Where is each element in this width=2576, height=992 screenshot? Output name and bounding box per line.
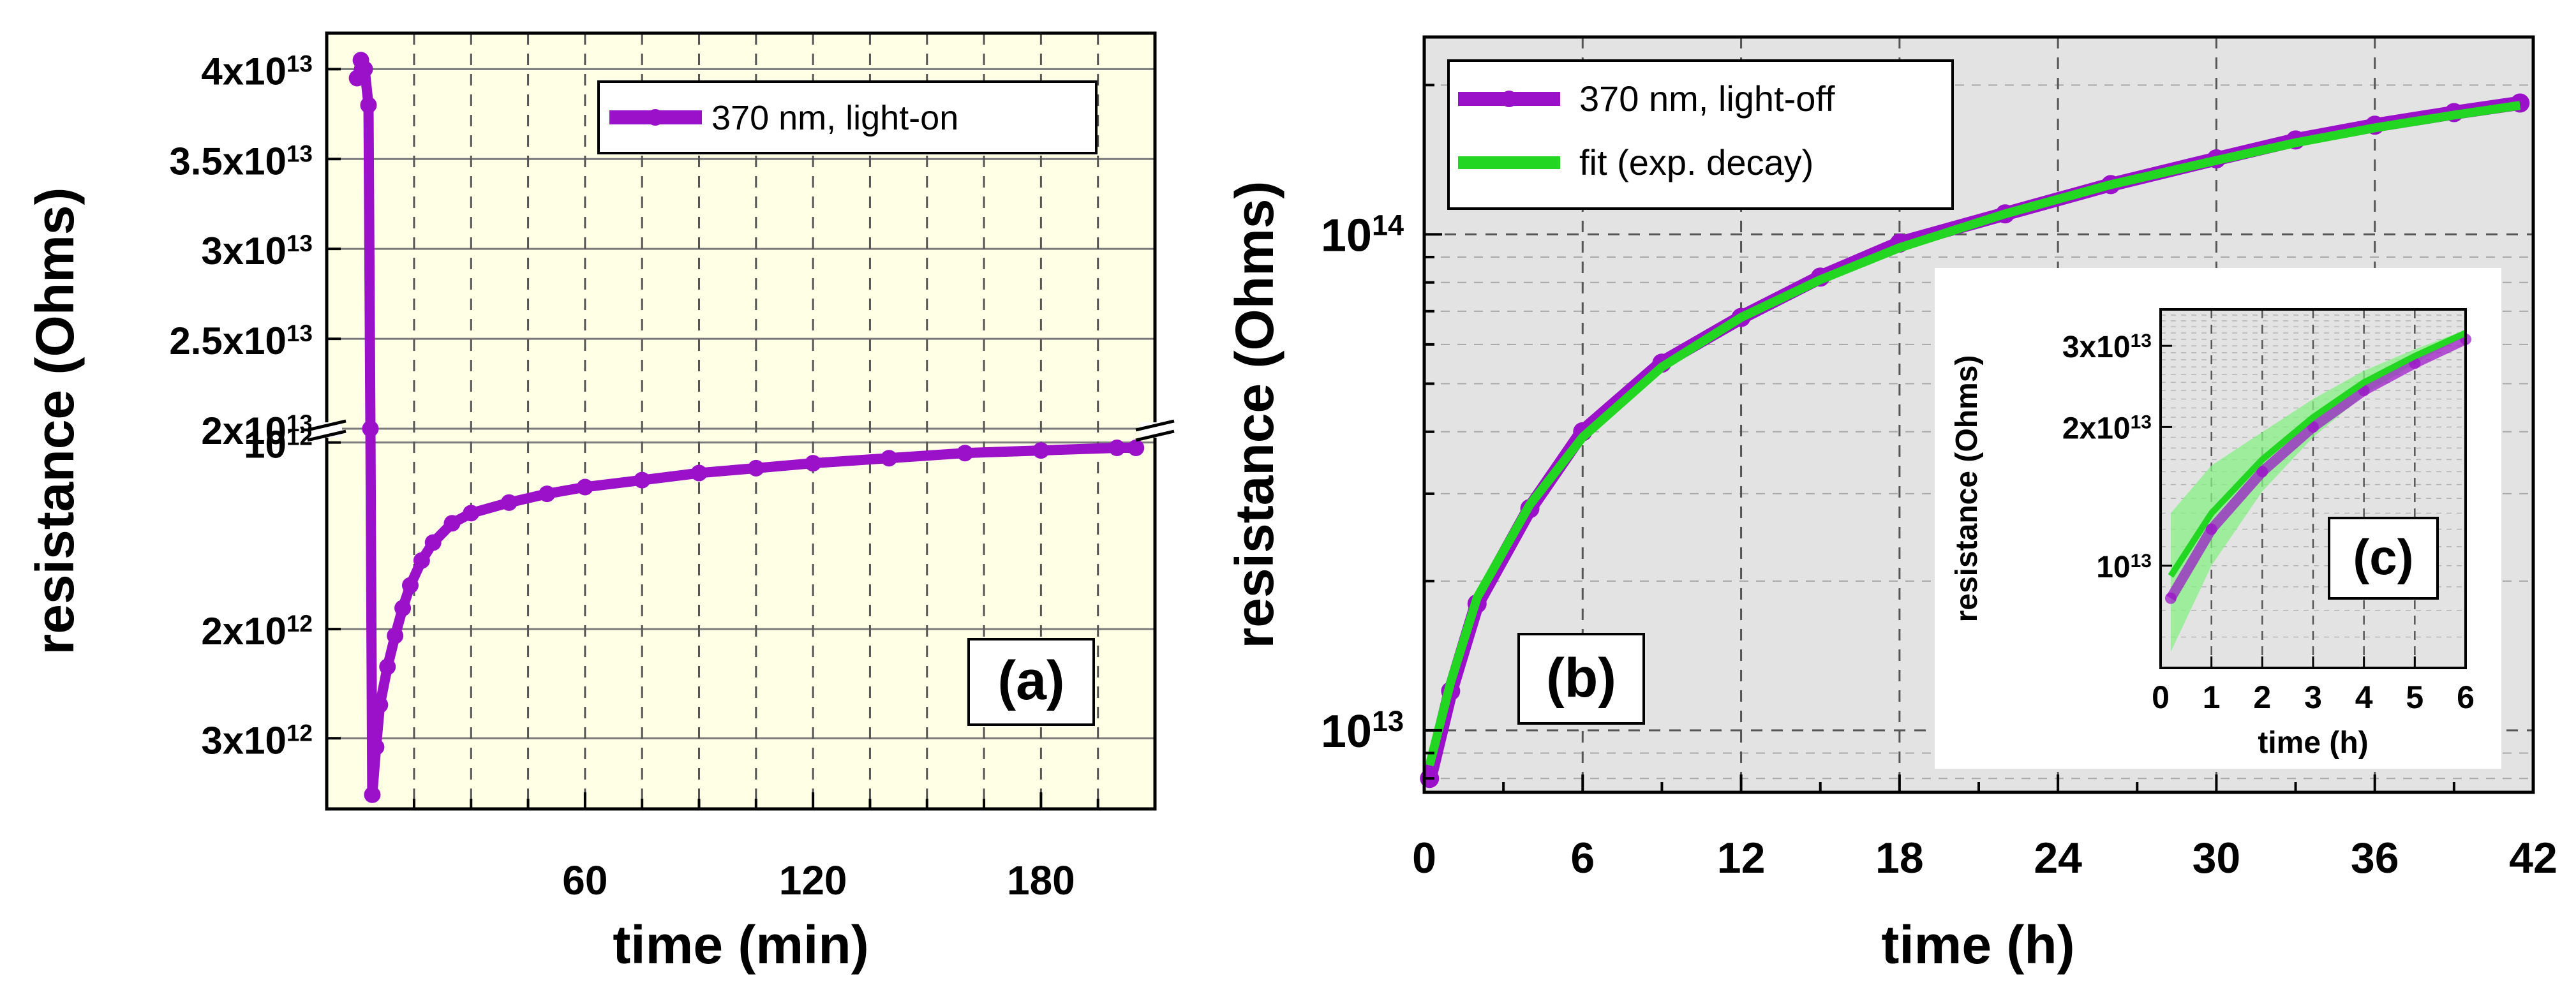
panel-b-xtick-label: 36: [2351, 834, 2399, 882]
axis-break-left: [307, 419, 346, 442]
panel-b-series: [1420, 93, 2530, 788]
panel-a-data-point: [394, 600, 412, 617]
panel-a-data-point: [362, 420, 379, 437]
panel-c-xtick-label: 2: [2253, 679, 2271, 715]
panel-a-data-point: [379, 658, 396, 676]
panel-a-grid: [327, 33, 1155, 809]
panel-c-data-point: [2256, 466, 2268, 478]
panel-a-ticks: 60 120 180 4x1013 3.5x1013 3x1013 2.5x1013 2x10…: [169, 50, 1099, 903]
panel-a-label: (a): [997, 650, 1064, 711]
panel-b-xtick-label: 30: [2193, 834, 2241, 882]
legend-label-data: 370 nm, light-off: [1579, 78, 1835, 119]
panel-c-data-point: [2307, 421, 2319, 433]
panel-c-ylabel: resistance (Ohms): [1950, 355, 1984, 623]
legend-marker-data: [647, 109, 664, 126]
panel-a-data-point: [413, 552, 430, 569]
panel-a-ylabel: resistance (Ohms): [25, 188, 85, 655]
panel-c-grid: [2161, 309, 2466, 668]
panel-c-xtick-label: 4: [2355, 679, 2373, 715]
panel-a-data-point: [356, 61, 373, 78]
panel-a-ytick-label: 3x1012: [201, 719, 313, 762]
panel-b-fit-line: [1425, 101, 2521, 767]
panel-c-ytick-label: 3x1013: [2062, 330, 2152, 365]
panel-a-data-point: [424, 534, 442, 551]
panel-a-ytick-label: 4x1013: [201, 50, 313, 93]
panel-c-xtick-label: 0: [2152, 679, 2170, 715]
panel-c-xlabel: time (h): [2258, 726, 2368, 760]
panel-c-xtick-label: 6: [2457, 679, 2475, 715]
panel-b-label-box: (b): [1517, 633, 1645, 725]
panel-a-label-box: (a): [967, 638, 1095, 726]
panel-a-data-point: [576, 478, 593, 496]
panel-a-data-point: [747, 459, 764, 477]
panel-a-frame: [325, 31, 1157, 811]
panel-b-xtick-label: 12: [1717, 834, 1766, 882]
panel-a-data-point: [539, 485, 556, 503]
legend-label: 370 nm, light-on: [711, 99, 958, 137]
panel-a-data-point: [500, 494, 517, 511]
panel-a-ytick-label: 2.5x1013: [169, 320, 313, 362]
panel-a-data-point: [690, 464, 708, 482]
panel-c-series: [2164, 330, 2471, 652]
panel-b-label: (b): [1546, 648, 1616, 709]
panel-a: 60 120 180 4x1013 3.5x1013 3x1013 2.5x1013 2x10…: [25, 31, 1175, 975]
panel-b-xtick-label: 24: [2034, 834, 2082, 882]
panel-a-data-point: [360, 96, 377, 114]
legend-label-fit: fit (exp. decay): [1579, 142, 1813, 182]
panel-a-xtick-label: 120: [779, 857, 847, 903]
panel-a-ytick-label: 2x1013: [201, 410, 313, 452]
panel-b-ytick-label: 1014: [1321, 209, 1404, 262]
panel-a-xtick-label: 180: [1007, 857, 1075, 903]
panel-a-data-point: [371, 696, 389, 713]
panel-a-series-line: [352, 55, 1136, 800]
panel-a-data-point: [387, 627, 404, 644]
panel-a-ytick-label: 1012: [244, 424, 313, 466]
panel-a-ytick-label: 3.5x1013: [169, 140, 313, 182]
legend-marker-data: [1501, 91, 1517, 107]
panel-c-fit-line: [2168, 330, 2468, 578]
panel-c-xtick-label: 5: [2406, 679, 2423, 715]
panel-c-xtick-label: 1: [2203, 679, 2221, 715]
panel-a-data-point: [443, 515, 461, 532]
panel-a-legend: 370 nm, light-on: [597, 80, 1098, 154]
panel-c-inset: 0 1 2 3 4 5 6 3x1013 2x1013 1013 (c) time (h) res…: [1935, 268, 2501, 769]
panel-b-legend: 370 nm, light-off fit (exp. decay): [1447, 59, 1954, 210]
panel-a-data-point: [957, 445, 974, 462]
panel-c-label: (c): [2353, 529, 2413, 585]
panel-b-xtick-label: 6: [1570, 834, 1595, 882]
panel-c-ticks: 0 1 2 3 4 5 6 3x1013 2x1013 1013: [2062, 330, 2475, 715]
panel-b-ylabel: resistance (Ohms): [1225, 181, 1284, 649]
panel-a-data-point: [401, 577, 419, 594]
panel-a-data-point: [1032, 442, 1050, 459]
panel-a-data-point: [1108, 440, 1126, 457]
panel-c-xtick-label: 3: [2304, 679, 2322, 715]
panel-a-data-point: [463, 505, 480, 522]
panel-c-ytick-label: 2x1013: [2062, 411, 2152, 446]
panel-a-ytick-label: 3x1013: [201, 230, 313, 272]
panel-b-xlabel: time (h): [1881, 915, 2074, 975]
panel-a-data-point: [364, 786, 381, 803]
panel-a-data-point: [1128, 440, 1145, 457]
panel-c-data-point: [2164, 592, 2177, 604]
axis-break-right: [1135, 419, 1175, 442]
panel-a-data-point: [805, 455, 822, 472]
panel-a-data-point: [634, 471, 651, 489]
panel-b-ytick-label: 1013: [1321, 704, 1404, 757]
panel-a-data-point: [881, 450, 898, 467]
panel-c-label-box: (c): [2328, 517, 2439, 600]
panel-c-data-point: [2205, 523, 2217, 535]
panel-b-xtick-label: 0: [1412, 834, 1436, 882]
panel-c-ytick-label: 1013: [2096, 550, 2152, 584]
panel-a-xlabel: time (min): [613, 915, 868, 975]
panel-a-data-point: [368, 739, 385, 756]
panel-a-ytick-label: 2x1012: [201, 610, 313, 653]
panel-b-xtick-label: 42: [2509, 834, 2557, 882]
panel-b-xtick-label: 18: [1875, 834, 1924, 882]
panel-a-series: [348, 52, 1145, 803]
panel-a-xtick-label: 60: [562, 857, 607, 903]
